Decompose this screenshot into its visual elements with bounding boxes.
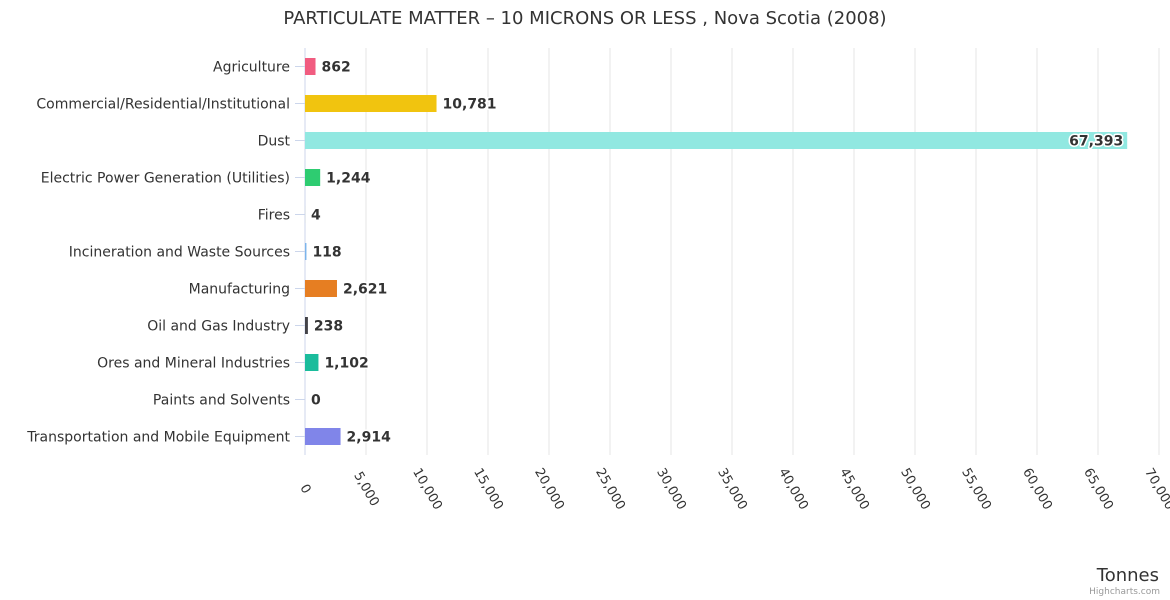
category-label: Dust (258, 134, 291, 150)
x-tick-label: 55,000 (958, 466, 994, 513)
data-label: 862 (322, 60, 351, 76)
grid (295, 48, 1160, 455)
bar[interactable] (305, 428, 341, 445)
x-tick-label: 50,000 (897, 466, 933, 513)
x-axis-title: Tonnes (1096, 565, 1159, 586)
x-tick-label: 60,000 (1019, 466, 1055, 513)
category-label: Agriculture (213, 60, 290, 76)
bars (305, 58, 1128, 445)
category-label: Electric Power Generation (Utilities) (41, 171, 290, 187)
category-label: Ores and Mineral Industries (97, 356, 290, 372)
bar[interactable] (305, 132, 1128, 149)
x-tick-label: 65,000 (1080, 466, 1116, 513)
bar[interactable] (305, 169, 321, 186)
category-label: Incineration and Waste Sources (69, 245, 290, 261)
x-tick-label: 15,000 (470, 466, 506, 513)
data-label: 2,621 (343, 282, 387, 298)
bar[interactable] (305, 354, 319, 371)
data-label: 1,244 (326, 171, 371, 187)
category-label: Fires (258, 208, 290, 224)
x-tick-label: 0 (296, 482, 313, 497)
x-tick-label: 25,000 (592, 466, 628, 513)
category-label: Transportation and Mobile Equipment (26, 430, 290, 446)
category-label: Commercial/Residential/Institutional (36, 97, 290, 113)
x-tick-label: 40,000 (775, 466, 811, 513)
bar[interactable] (305, 317, 308, 334)
data-label: 10,781 (443, 97, 497, 113)
bar[interactable] (305, 58, 316, 75)
x-tick-label: 5,000 (350, 469, 382, 509)
data-label: 0 (311, 393, 321, 409)
data-label: 238 (314, 319, 343, 335)
bar[interactable] (305, 243, 307, 260)
labels: 0 5,000 10,000 15,000 20,000 25,000 30,000 35,0… (26, 58, 1170, 513)
data-label: 4 (311, 208, 321, 224)
x-tick-label: 30,000 (653, 466, 689, 513)
data-label: 1,102 (324, 356, 368, 372)
bar[interactable] (305, 95, 437, 112)
category-label: Paints and Solvents (153, 393, 290, 409)
credits-link[interactable]: Highcharts.com (1089, 587, 1160, 597)
x-tick-label: 20,000 (531, 466, 567, 513)
x-tick-label: 10,000 (409, 466, 445, 513)
category-label: Manufacturing (189, 282, 290, 298)
data-label: 67,393 (1069, 134, 1123, 150)
data-label: 118 (312, 245, 341, 261)
category-label: Oil and Gas Industry (147, 319, 290, 335)
data-label: 2,914 (347, 430, 392, 446)
x-tick-label: 70,000 (1141, 466, 1170, 513)
chart-title: PARTICULATE MATTER – 10 MICRONS OR LESS … (283, 8, 886, 29)
bar[interactable] (305, 280, 337, 297)
x-tick-label: 45,000 (836, 466, 872, 513)
x-tick-label: 35,000 (714, 466, 750, 513)
